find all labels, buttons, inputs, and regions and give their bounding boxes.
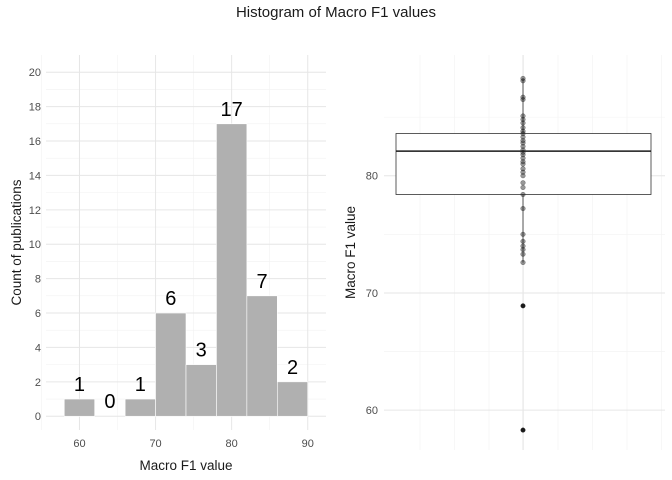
- outlier-point: [520, 427, 526, 433]
- figure-title: Histogram of Macro F1 values: [235, 4, 437, 21]
- data-point: [520, 113, 526, 119]
- data-point: [520, 161, 526, 167]
- y-tick-label: 18: [29, 102, 41, 114]
- data-point: [520, 166, 526, 172]
- data-point: [520, 251, 526, 257]
- bar-count-label: 3: [196, 340, 207, 362]
- bar-count-label: 17: [221, 99, 243, 121]
- data-point: [520, 130, 526, 137]
- data-point: [520, 180, 526, 186]
- histogram-bar: [63, 398, 95, 417]
- y-tick-label: 2: [35, 377, 41, 389]
- y-tick-label: 70: [366, 288, 378, 300]
- histogram-bar: [277, 381, 309, 417]
- y-tick-label: 4: [35, 342, 41, 354]
- data-point: [520, 155, 526, 161]
- data-point: [520, 427, 526, 433]
- data-point: [520, 78, 526, 84]
- y-tick-label: 20: [29, 67, 41, 79]
- x-axis-title: Macro F1 value: [139, 458, 232, 473]
- x-tick-label: 90: [302, 438, 314, 450]
- x-tick-label: 60: [73, 438, 85, 450]
- outlier-point: [520, 303, 526, 309]
- bar-count-label: 1: [135, 374, 146, 396]
- histogram-bar: [246, 295, 278, 417]
- data-point: [520, 231, 526, 237]
- data-point: [520, 143, 526, 149]
- x-tick-label: 70: [149, 438, 161, 450]
- y-tick-label: 0: [35, 411, 41, 423]
- y-tick-label: 8: [35, 274, 41, 286]
- y-tick-label: 60: [366, 405, 378, 417]
- data-point: [520, 243, 526, 249]
- histogram-bar: [155, 312, 187, 417]
- data-point: [520, 205, 526, 212]
- data-point: [520, 169, 526, 175]
- histogram-bar: [216, 123, 248, 417]
- bar-count-label: 0: [104, 391, 115, 413]
- data-point: [520, 134, 526, 140]
- y-tick-label: 14: [29, 170, 41, 182]
- data-point: [520, 303, 526, 309]
- bar-count-label: 1: [74, 374, 85, 396]
- bar-count-label: 7: [257, 271, 268, 293]
- y-axis-title: Count of publications: [9, 179, 24, 305]
- y-axis-title: Macro F1 value: [343, 206, 358, 299]
- data-point: [520, 247, 526, 253]
- data-point: [520, 120, 526, 126]
- y-tick-label: 80: [366, 171, 378, 183]
- bar-count-label: 2: [287, 357, 298, 379]
- data-point: [520, 96, 526, 103]
- data-point: [520, 238, 526, 244]
- data-point: [520, 259, 526, 266]
- y-tick-label: 16: [29, 136, 41, 148]
- y-tick-label: 6: [35, 308, 41, 320]
- data-point: [520, 191, 526, 198]
- data-point: [520, 152, 526, 158]
- x-tick-label: 80: [226, 438, 238, 450]
- data-point: [520, 184, 526, 190]
- data-point: [520, 140, 526, 146]
- data-point: [520, 116, 526, 123]
- y-tick-label: 12: [29, 205, 41, 217]
- bar-count-label: 6: [165, 288, 176, 310]
- data-point: [520, 125, 526, 131]
- y-tick-label: 10: [29, 239, 41, 251]
- data-point: [520, 173, 526, 179]
